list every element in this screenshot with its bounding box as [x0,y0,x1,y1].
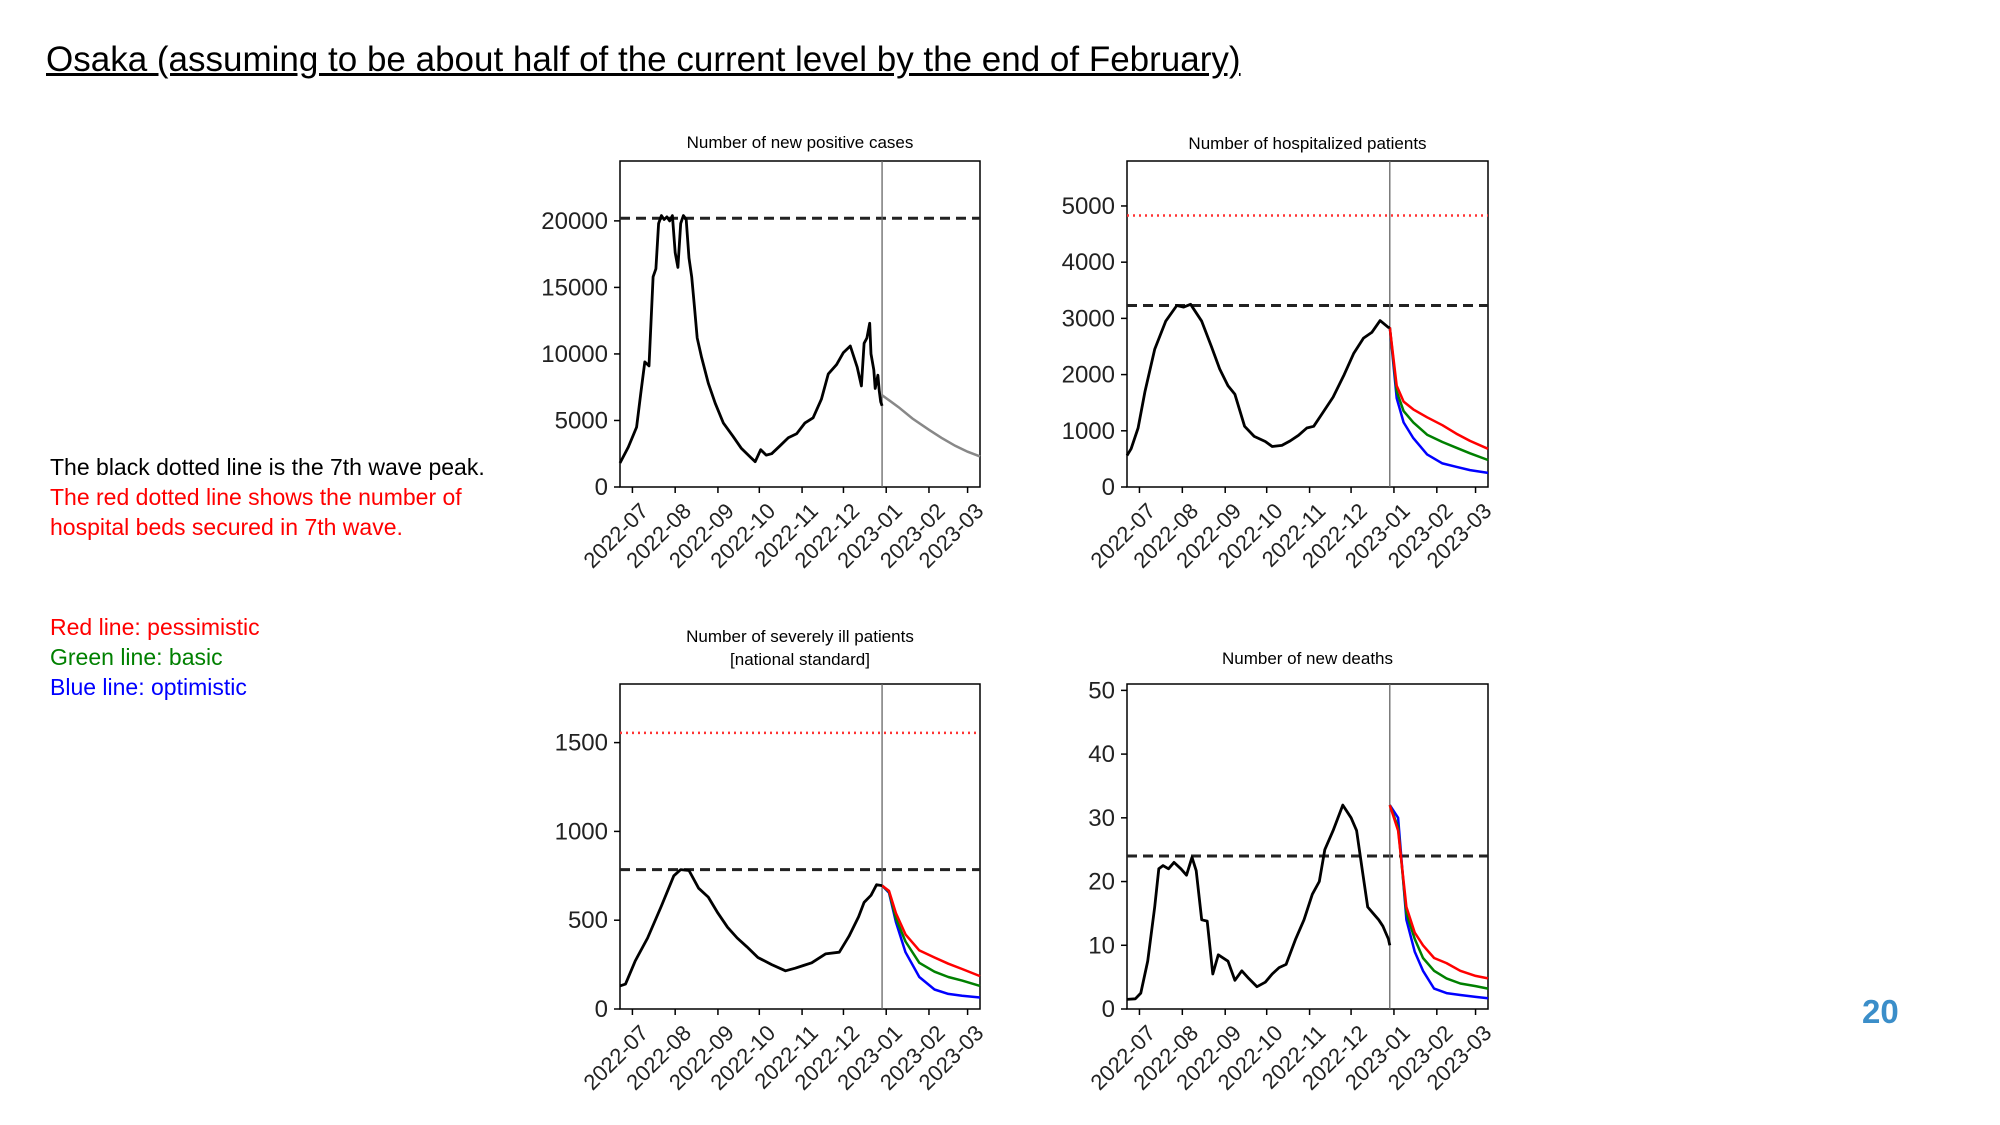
legend-basic: Green line: basic [50,644,223,670]
cases-ytick-label: 10000 [541,341,608,368]
hospitalized-title: Number of hospitalized patients [1188,134,1426,153]
cases-history-series [618,214,884,464]
hospitalized-ytick-label: 1000 [1062,418,1115,445]
hospitalized-history-series [1125,302,1390,457]
hospitalized-ytick-label: 2000 [1062,362,1115,389]
deaths-chart: Number of new deaths010203040502022-0720… [1086,649,1497,1095]
legend-optimistic: Blue line: optimistic [50,674,247,700]
cases-ytick-label: 15000 [541,274,608,301]
cases-ytick-label: 20000 [541,208,608,235]
deaths-ytick-label: 30 [1088,805,1115,832]
deaths-plot-frame [1126,683,1489,1010]
page-number: 20 [1862,993,1899,1030]
black-line-note: The black dotted line is the 7th wave pe… [50,454,485,480]
severe-pessimistic-series [881,884,981,978]
deaths-pessimistic-series [1388,804,1489,980]
severe-subtitle: [national standard] [730,650,870,669]
reference-line-notes: The black dotted line is the 7th wave pe… [50,452,485,542]
hospitalized-plot-frame [1126,160,1489,488]
hospitalized-ytick-label: 0 [1102,474,1115,501]
severe-title: Number of severely ill patients [686,627,914,646]
severe-plot-frame [619,683,981,1010]
cases-title: Number of new positive cases [687,133,914,152]
severe-ytick-label: 1500 [555,730,608,757]
hospitalized-basic-series [1388,327,1489,462]
deaths-ytick-label: 20 [1088,869,1115,896]
severe-ytick-label: 500 [568,907,608,934]
cases-ytick-label: 5000 [555,407,608,434]
severe-ytick-label: 1000 [555,818,608,845]
hospitalized-ytick-label: 3000 [1062,305,1115,332]
red-line-note-1: The red dotted line shows the number of [50,484,462,510]
hospitalized-ytick-label: 5000 [1062,193,1115,220]
deaths-ytick-label: 0 [1102,996,1115,1023]
scenario-legend: Red line: pessimistic Green line: basic … [50,612,260,702]
deaths-history-series [1126,803,1392,1001]
hospitalized-chart: Number of hospitalized patients 0 1000 2000… [1062,134,1497,573]
deaths-ytick-label: 40 [1088,741,1115,768]
hospitalized-pessimistic-series [1388,327,1489,450]
severe-ytick-label: 0 [595,996,608,1023]
cases-chart: Number of new positive cases 0 5000 10000 15… [541,133,988,573]
deaths-title: Number of new deaths [1222,649,1393,668]
hospitalized-ytick-label: 4000 [1062,249,1115,276]
red-line-note-2: hospital beds secured in 7th wave. [50,514,403,540]
page-title: Osaka (assuming to be about half of the … [46,40,1241,79]
legend-pessimistic: Red line: pessimistic [50,614,260,640]
hospitalized-optimistic-series [1388,327,1489,475]
severe-history-series [619,868,883,988]
cases-ytick-label: 0 [595,474,608,501]
cases-projection-series [881,394,981,458]
deaths-ytick-label: 50 [1088,677,1115,704]
deaths-ytick-label: 10 [1088,932,1115,959]
cases-plot-frame [619,160,981,488]
severe-chart: Number of severely ill patients [national… [555,627,989,1095]
